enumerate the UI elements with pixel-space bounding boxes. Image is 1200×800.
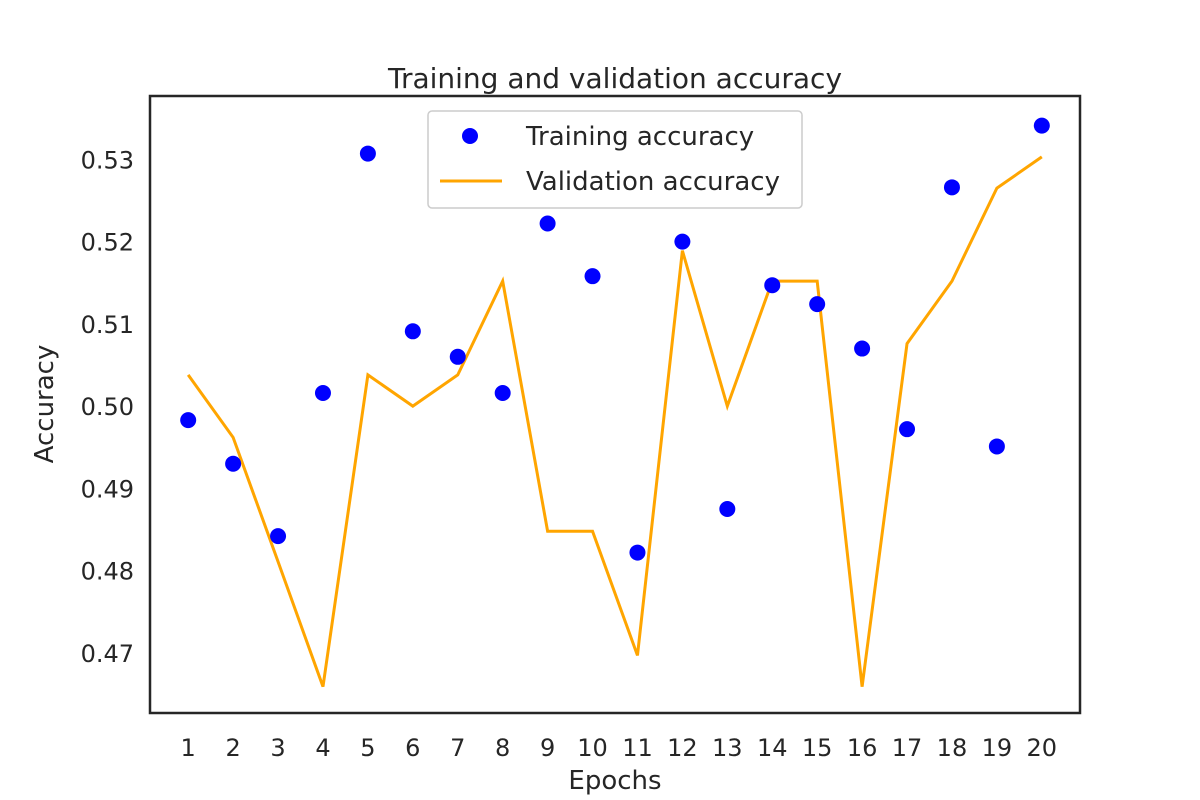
legend-label-validation: Validation accuracy	[526, 167, 780, 197]
y-axis-title: Accuracy	[30, 345, 60, 464]
y-tick-label: 0.52	[81, 229, 134, 257]
training-accuracy-point	[809, 296, 826, 313]
training-accuracy-point	[494, 384, 511, 401]
x-tick-label: 18	[937, 734, 968, 762]
training-accuracy-point	[988, 438, 1005, 455]
plot-frame	[148, 94, 1082, 715]
x-tick-label: 15	[802, 734, 833, 762]
x-tick-label: 2	[225, 734, 240, 762]
x-tick-label: 10	[577, 734, 608, 762]
training-accuracy-point	[404, 323, 421, 340]
training-accuracy-point	[629, 544, 646, 561]
x-tick-label: 3	[270, 734, 285, 762]
x-tick-label: 19	[982, 734, 1013, 762]
training-accuracy-point	[719, 500, 736, 517]
validation-accuracy-line	[186, 155, 1043, 688]
training-accuracy-point	[1033, 117, 1050, 134]
x-tick-label: 4	[315, 734, 330, 762]
training-accuracy-point	[899, 421, 916, 438]
x-tick-label: 6	[405, 734, 420, 762]
y-tick-label: 0.49	[81, 475, 134, 503]
x-tick-label: 14	[757, 734, 788, 762]
x-tick-label: 7	[450, 734, 465, 762]
x-axis-ticks: 1 2 3 4 5 6 7 8 9 10 11 12 13 14 15 16 17 18 19 20	[181, 734, 1058, 762]
training-accuracy-point	[225, 455, 242, 472]
training-accuracy-point	[764, 277, 781, 294]
y-tick-label: 0.51	[81, 311, 134, 339]
training-accuracy-point	[674, 233, 691, 250]
x-tick-label: 8	[495, 734, 510, 762]
y-tick-label: 0.53	[81, 146, 134, 174]
training-accuracy-point	[584, 268, 601, 285]
training-accuracy-point	[943, 179, 960, 196]
legend-label-training: Training accuracy	[525, 122, 754, 152]
y-tick-label: 0.50	[81, 393, 134, 421]
x-tick-label: 16	[847, 734, 878, 762]
legend-marker-training	[462, 128, 478, 144]
legend: Training accuracy Validation accuracy	[427, 110, 803, 209]
x-tick-label: 5	[360, 734, 375, 762]
training-accuracy-point	[449, 348, 466, 365]
training-accuracy-point	[314, 384, 331, 401]
training-accuracy-point	[270, 528, 287, 545]
x-tick-label: 17	[892, 734, 923, 762]
chart-title: Training and validation accuracy	[387, 62, 842, 95]
y-axis-ticks: 0.47 0.48 0.49 0.50 0.51 0.52 0.53	[81, 146, 134, 668]
x-tick-label: 9	[540, 734, 555, 762]
x-tick-label: 12	[667, 734, 698, 762]
y-tick-label: 0.47	[81, 640, 134, 668]
training-accuracy-point	[180, 412, 197, 429]
training-accuracy-point	[539, 215, 556, 232]
training-accuracy-point	[854, 340, 871, 357]
x-tick-label: 13	[712, 734, 743, 762]
x-axis-title: Epochs	[568, 766, 661, 796]
x-tick-label: 1	[181, 734, 196, 762]
y-tick-label: 0.48	[81, 558, 134, 586]
training-accuracy-points	[180, 117, 1050, 561]
x-tick-label: 20	[1027, 734, 1058, 762]
x-tick-label: 11	[622, 734, 653, 762]
training-accuracy-point	[359, 145, 376, 162]
legend-box	[427, 110, 803, 209]
